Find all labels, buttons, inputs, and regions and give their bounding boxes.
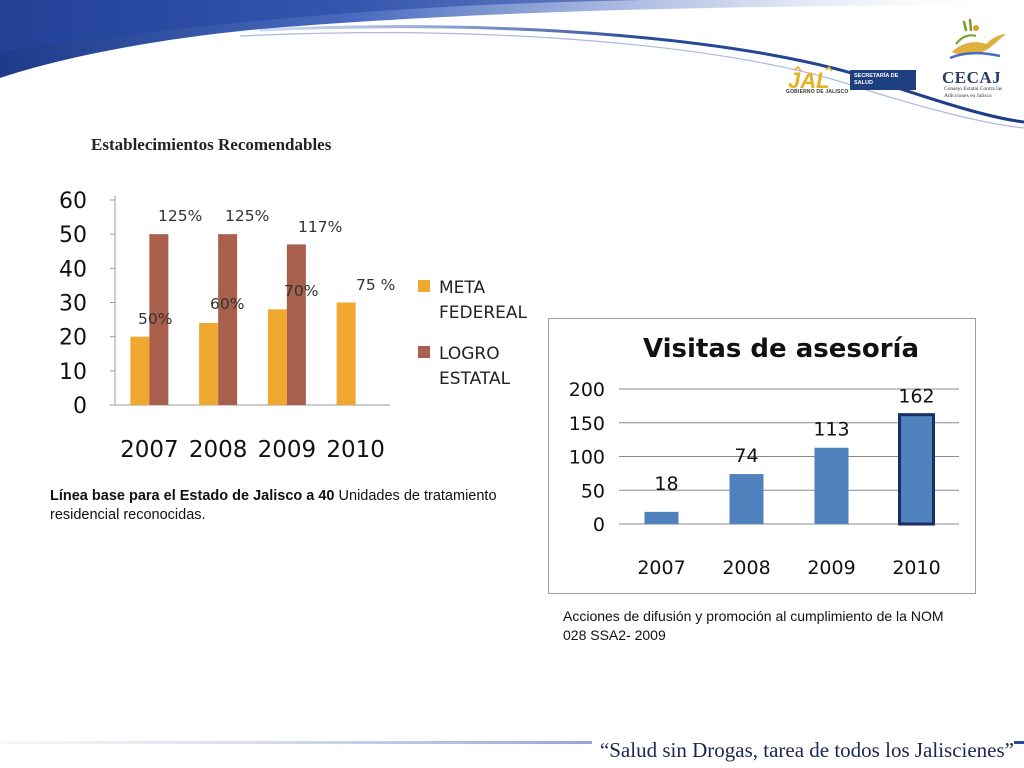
establecimientos-chart: 0 10 20 30 40 50 60 2007 2008 2009 2010 50% 60% 70% 75… bbox=[59, 189, 528, 463]
x-tick-label: 2010 bbox=[326, 437, 385, 463]
y-tick-label: 100 bbox=[569, 447, 605, 469]
legend-label-line2: ESTATAL bbox=[439, 369, 511, 389]
data-label-meta: 60% bbox=[210, 295, 244, 313]
y-tick-label: 0 bbox=[593, 514, 605, 536]
y-tick-label: 10 bbox=[59, 360, 87, 385]
visitas-chart-frame: Visitas de asesoría 0 50 100 150 200 18 2007 74 2… bbox=[548, 318, 976, 594]
chart-title: Visitas de asesoría bbox=[643, 334, 919, 364]
data-label-logro: 125% bbox=[158, 207, 202, 225]
bar-meta bbox=[130, 336, 150, 405]
y-tick-label: 150 bbox=[569, 413, 605, 435]
data-label: 18 bbox=[654, 473, 678, 495]
header-swoosh bbox=[0, 0, 1024, 129]
x-tick-label: 2007 bbox=[637, 557, 685, 579]
cecaj-logo-text: CECAJ bbox=[942, 68, 1002, 87]
cecaj-logo: CECAJ Consejo Estatal Contra las Adiccio… bbox=[938, 18, 1018, 108]
data-label-meta: 50% bbox=[138, 310, 172, 328]
y-tick-label: 50 bbox=[581, 480, 605, 502]
bar-meta bbox=[267, 309, 287, 405]
bar-logro bbox=[218, 234, 238, 405]
section-title: Establecimientos Recomendables bbox=[91, 135, 332, 154]
legend-swatch-logro bbox=[418, 346, 430, 358]
legend-label-line1: LOGRO bbox=[439, 344, 500, 364]
footer-slogan: “Salud sin Drogas, tarea de todos los Ja… bbox=[591, 738, 1014, 763]
bar-logro bbox=[286, 244, 306, 405]
x-tick-label: 2009 bbox=[258, 437, 317, 463]
x-tick-label: 2007 bbox=[120, 437, 179, 463]
jalisco-government-logo: JAL GOBIERNO DE JALISCO SECRETARÍA DE SA… bbox=[786, 66, 916, 98]
bar-visitas bbox=[729, 474, 764, 524]
bar-visitas bbox=[814, 447, 849, 524]
visitas-chart: Visitas de asesoría 0 50 100 150 200 18 2007 74 2… bbox=[569, 334, 959, 579]
data-label: 74 bbox=[734, 445, 758, 467]
bar-meta bbox=[336, 302, 356, 405]
y-tick-label: 20 bbox=[59, 326, 87, 351]
jal-logo-text: JAL bbox=[788, 68, 830, 93]
jal-logo-icon: JAL bbox=[788, 66, 833, 93]
legend-label-line1: META bbox=[439, 278, 485, 298]
y-tick-label: 30 bbox=[59, 292, 87, 317]
y-tick-label: 0 bbox=[73, 394, 87, 419]
data-label-logro: 125% bbox=[225, 207, 269, 225]
bar-meta bbox=[199, 323, 219, 405]
footer-line bbox=[0, 741, 1024, 744]
data-label-meta: 70% bbox=[284, 282, 318, 300]
bar-visitas bbox=[898, 413, 935, 526]
difusion-note: Acciones de difusión y promoción al cump… bbox=[563, 608, 944, 643]
x-tick-label: 2008 bbox=[722, 557, 770, 579]
y-tick-label: 40 bbox=[59, 257, 87, 282]
data-label-logro: 117% bbox=[298, 218, 342, 236]
cecaj-emblem-icon bbox=[949, 18, 1006, 60]
y-tick-label: 50 bbox=[59, 223, 87, 248]
data-label: 162 bbox=[898, 386, 934, 408]
jal-logo-box: SECRETARÍA DE SALUD bbox=[850, 70, 916, 90]
baseline-note-regular: Unidades de tratamiento residencial reco… bbox=[50, 488, 497, 523]
legend-swatch-meta bbox=[418, 280, 430, 292]
y-tick-label: 200 bbox=[569, 379, 605, 401]
legend-label-line2: FEDEREAL bbox=[439, 303, 528, 323]
x-tick-label: 2010 bbox=[892, 557, 940, 579]
bar-visitas bbox=[644, 511, 679, 524]
x-tick-label: 2009 bbox=[807, 557, 855, 579]
data-label-meta: 75 % bbox=[356, 276, 395, 294]
baseline-note: Línea base para el Estado de Jalisco a 4… bbox=[50, 487, 500, 525]
y-tick-label: 60 bbox=[59, 189, 87, 214]
cecaj-logo-subtitle: Consejo Estatal Contra las Adicciones en… bbox=[944, 86, 1003, 99]
baseline-note-bold: Línea base para el Estado de Jalisco a 4… bbox=[50, 488, 335, 504]
jal-logo-caption: GOBIERNO DE JALISCO bbox=[786, 89, 849, 95]
data-label: 113 bbox=[813, 419, 849, 441]
x-tick-label: 2008 bbox=[189, 437, 248, 463]
bar-logro bbox=[149, 234, 169, 405]
